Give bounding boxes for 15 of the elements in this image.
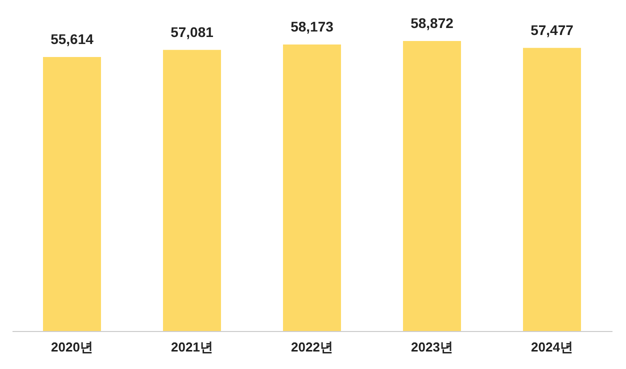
x-tick-label: 2022년: [291, 340, 333, 354]
x-tick-label: 2024년: [531, 340, 573, 354]
x-tick-label: 2023년: [411, 340, 453, 354]
bar: [43, 57, 101, 331]
bar: [283, 44, 341, 331]
data-label: 57,477: [530, 22, 574, 38]
bar: [523, 48, 581, 331]
data-label: 55,614: [50, 31, 94, 48]
data-label: 58,173: [290, 18, 334, 34]
data-label: 57,081: [170, 24, 214, 40]
x-tick-label: 2020년: [51, 340, 93, 354]
bar: [403, 41, 461, 331]
bar: [163, 50, 221, 331]
data-label: 58,872: [410, 15, 454, 31]
x-tick-label: 2021년: [171, 340, 213, 354]
